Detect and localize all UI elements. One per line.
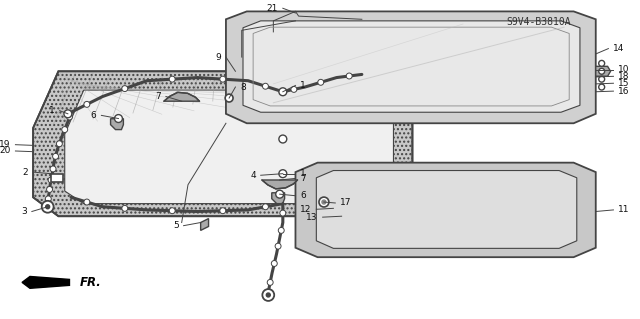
Circle shape [45, 196, 51, 202]
Circle shape [48, 177, 54, 183]
Circle shape [279, 88, 287, 96]
Text: 9: 9 [215, 53, 221, 62]
Circle shape [42, 201, 54, 213]
Circle shape [169, 76, 175, 82]
Circle shape [275, 243, 281, 249]
Text: 1: 1 [300, 169, 306, 178]
Polygon shape [33, 71, 412, 216]
Circle shape [598, 60, 605, 66]
Circle shape [322, 200, 326, 204]
Circle shape [262, 204, 268, 210]
Polygon shape [22, 277, 70, 288]
Circle shape [319, 197, 329, 207]
Text: 12: 12 [300, 205, 312, 214]
Circle shape [262, 289, 274, 301]
Text: S9V4-B3810A: S9V4-B3810A [506, 18, 571, 27]
Bar [51, 174, 63, 182]
Text: 18: 18 [618, 72, 630, 81]
Text: 13: 13 [306, 213, 317, 222]
Polygon shape [65, 90, 394, 204]
Text: 16: 16 [618, 87, 630, 96]
Circle shape [62, 127, 68, 132]
Circle shape [266, 293, 270, 297]
Circle shape [67, 114, 72, 120]
Text: 10: 10 [618, 65, 630, 74]
Text: 7: 7 [300, 174, 306, 183]
Text: 1: 1 [300, 81, 306, 90]
Circle shape [220, 208, 226, 214]
Circle shape [598, 76, 605, 82]
Circle shape [64, 110, 72, 118]
Text: 2: 2 [22, 167, 28, 177]
Text: 6: 6 [91, 111, 97, 120]
Circle shape [220, 76, 226, 82]
Circle shape [598, 68, 605, 74]
Text: 19: 19 [0, 140, 10, 149]
Polygon shape [201, 219, 209, 230]
Text: 1: 1 [49, 106, 55, 115]
Polygon shape [296, 163, 596, 257]
Polygon shape [272, 193, 285, 204]
Circle shape [598, 84, 605, 90]
Circle shape [268, 279, 273, 286]
Circle shape [271, 261, 277, 266]
Text: 21: 21 [266, 4, 278, 13]
Circle shape [225, 94, 233, 102]
Circle shape [122, 205, 128, 211]
Circle shape [278, 227, 284, 234]
Polygon shape [262, 180, 298, 189]
Text: 6: 6 [300, 191, 306, 200]
Polygon shape [316, 171, 577, 249]
Text: 14: 14 [613, 44, 625, 53]
Polygon shape [226, 11, 596, 123]
Circle shape [52, 153, 58, 159]
Text: 5: 5 [173, 221, 179, 230]
Circle shape [318, 79, 324, 85]
Circle shape [276, 190, 284, 198]
Polygon shape [164, 92, 200, 101]
Circle shape [45, 205, 50, 209]
Text: 8: 8 [241, 83, 246, 92]
Text: 17: 17 [340, 198, 352, 207]
Circle shape [56, 141, 62, 147]
Polygon shape [596, 66, 611, 76]
Text: 3: 3 [21, 207, 27, 216]
Text: 4: 4 [250, 171, 256, 180]
Circle shape [279, 135, 287, 143]
Circle shape [169, 208, 175, 214]
Circle shape [280, 210, 286, 216]
Circle shape [279, 170, 287, 178]
Polygon shape [111, 119, 124, 130]
Text: 7: 7 [155, 92, 161, 101]
Text: 11: 11 [618, 205, 630, 214]
Circle shape [84, 199, 90, 205]
Circle shape [84, 101, 90, 107]
Text: FR.: FR. [79, 276, 101, 289]
Circle shape [47, 187, 52, 192]
Circle shape [262, 83, 268, 89]
Circle shape [115, 115, 122, 122]
Text: 15: 15 [618, 79, 630, 88]
Circle shape [291, 86, 297, 93]
Polygon shape [243, 21, 580, 112]
Circle shape [122, 85, 128, 92]
Text: 20: 20 [0, 146, 10, 155]
Circle shape [50, 166, 56, 172]
Circle shape [346, 73, 352, 79]
